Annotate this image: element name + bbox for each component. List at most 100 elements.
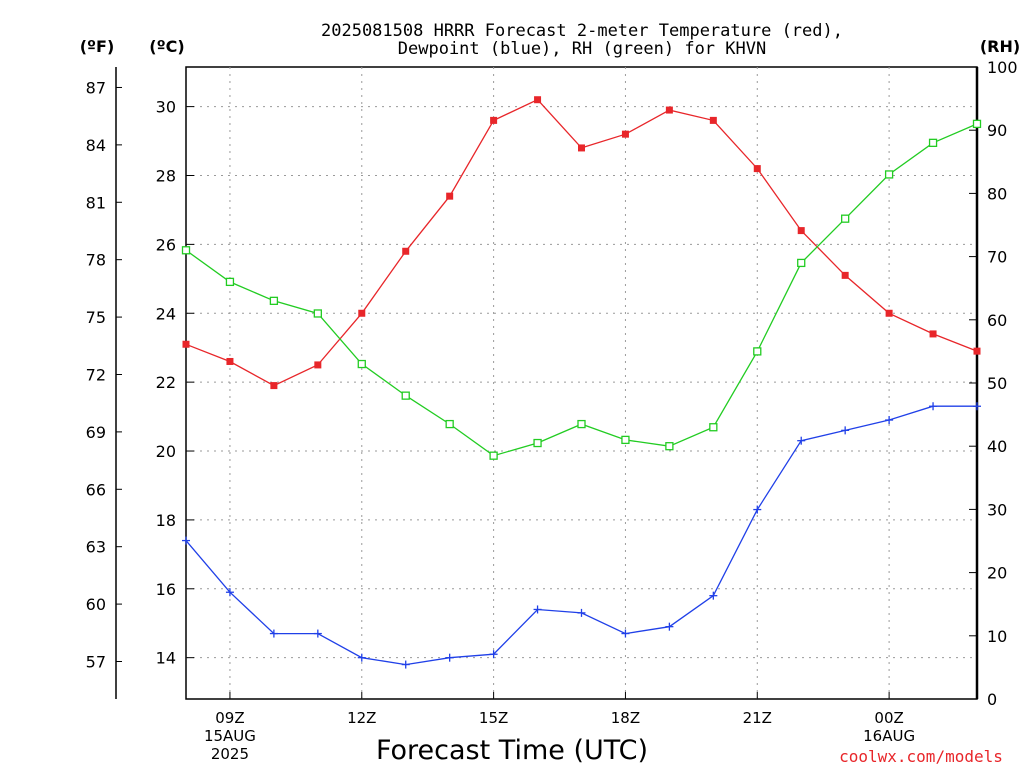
dewpoint-data-point <box>885 416 894 425</box>
temperature-data-point <box>885 309 893 317</box>
plot-frame <box>185 66 978 700</box>
temperature-data-point <box>709 116 717 124</box>
fahrenheit-tick-label: 78 <box>86 251 106 270</box>
temperature-data-point <box>621 130 629 138</box>
rh-data-point <box>181 246 191 255</box>
celsius-unit-label: (ºC) <box>149 37 184 56</box>
rh-tick-label: 100 <box>987 58 1018 77</box>
rh-tick-label: 30 <box>987 500 1007 519</box>
rh-data-point <box>533 438 542 448</box>
dewpoint-data-point <box>489 650 498 659</box>
rh-data-point <box>928 138 938 147</box>
celsius-tick-label: 16 <box>156 580 176 599</box>
rh-data-point <box>709 423 718 432</box>
celsius-tick-label: 20 <box>156 442 176 461</box>
rh-data-point <box>753 347 762 356</box>
rh-data-point <box>841 214 850 223</box>
x-date-label: 16AUG <box>863 727 915 745</box>
x-tick-label: 00Z <box>874 709 903 727</box>
dewpoint-data-point <box>357 653 366 662</box>
temperature-series-line <box>185 98 978 387</box>
temperature-data-point <box>358 309 366 317</box>
rh-data-point <box>269 296 279 305</box>
grid <box>186 67 977 699</box>
rh-series-line <box>185 123 978 457</box>
rh-tick-label: 70 <box>987 248 1007 267</box>
x-axis-title: Forecast Time (UTC) <box>376 735 648 766</box>
celsius-tick-label: 14 <box>156 649 176 668</box>
dewpoint-data-point <box>621 629 630 638</box>
series <box>181 96 982 669</box>
dewpoint-data-point <box>797 436 806 445</box>
watermark: coolwx.com/models <box>839 747 1003 766</box>
chart-title-line-2: Dewpoint (blue), RH (green) for KHVN <box>398 39 766 59</box>
fahrenheit-tick-label: 84 <box>86 136 106 155</box>
rh-tick-label: 40 <box>987 437 1007 456</box>
dewpoint-data-point <box>665 622 674 631</box>
rh-data-point <box>313 309 322 318</box>
rh-tick-label: 10 <box>987 627 1007 646</box>
chart-title-line-1: 2025081508 HRRR Forecast 2-meter Tempera… <box>321 21 843 41</box>
temperature-data-point <box>534 96 542 104</box>
rh-data-point <box>357 359 366 369</box>
rh-data-point <box>972 119 982 129</box>
dewpoint-data-point <box>269 629 278 638</box>
rh-data-point <box>577 419 586 429</box>
temperature-data-point <box>446 192 454 200</box>
fahrenheit-tick-label: 81 <box>86 193 106 212</box>
temperature-data-point <box>402 247 410 255</box>
temperature-data-point <box>226 357 234 365</box>
rh-data-point <box>401 391 410 400</box>
celsius-tick-label: 26 <box>156 235 176 254</box>
temperature-data-point <box>270 382 278 390</box>
dewpoint-series-line <box>185 405 977 666</box>
temperature-data-point <box>797 227 805 235</box>
x-tick-label: 15Z <box>479 709 508 727</box>
rh-tick-label: 80 <box>987 184 1007 203</box>
temperature-data-point <box>665 106 673 114</box>
dewpoint-data-point <box>929 402 938 411</box>
x-tick-label: 21Z <box>743 709 772 727</box>
temperature-data-point <box>753 165 761 173</box>
dewpoint-data-point <box>182 536 190 545</box>
fahrenheit-tick-label: 60 <box>86 595 106 614</box>
rh-data-point <box>665 442 674 451</box>
rh-data-point <box>797 258 806 268</box>
rh-tick-label: 20 <box>987 564 1007 583</box>
fahrenheit-tick-label: 72 <box>86 365 106 384</box>
temperature-data-point <box>490 116 498 124</box>
fahrenheit-unit-label: (ºF) <box>80 37 115 56</box>
dewpoint-data-point <box>709 591 718 600</box>
x-tick-label: 12Z <box>347 709 376 727</box>
fahrenheit-tick-label: 69 <box>86 423 106 442</box>
x-date-label: 15AUG <box>204 727 256 745</box>
rh-data-point <box>225 277 235 287</box>
dewpoint-data-point <box>841 426 850 435</box>
rh-tick-label: 0 <box>987 690 997 709</box>
fahrenheit-tick-label: 75 <box>86 308 106 327</box>
dewpoint-data-point <box>973 402 981 411</box>
temperature-data-point <box>182 340 190 348</box>
rh-tick-label: 90 <box>987 121 1007 140</box>
rh-tick-label: 60 <box>987 311 1007 330</box>
rh-data-point <box>489 451 498 460</box>
dewpoint-data-point <box>753 505 762 514</box>
dewpoint-data-point <box>577 608 586 617</box>
temperature-data-point <box>841 271 849 279</box>
celsius-tick-label: 24 <box>156 304 176 323</box>
dewpoint-data-point <box>225 588 234 597</box>
rh-tick-label: 50 <box>987 374 1007 393</box>
celsius-tick-label: 28 <box>156 166 176 185</box>
dewpoint-data-point <box>401 660 410 669</box>
x-tick-label: 09Z <box>215 709 244 727</box>
fahrenheit-tick-label: 66 <box>86 480 106 499</box>
rh-data-point <box>621 435 630 445</box>
celsius-tick-label: 30 <box>156 98 176 117</box>
temperature-data-point <box>578 144 585 152</box>
fahrenheit-tick-label: 63 <box>86 538 106 557</box>
dewpoint-data-point <box>445 653 454 662</box>
fahrenheit-tick-label: 87 <box>86 78 106 97</box>
dewpoint-data-point <box>313 629 322 638</box>
temperature-data-point <box>314 361 322 369</box>
